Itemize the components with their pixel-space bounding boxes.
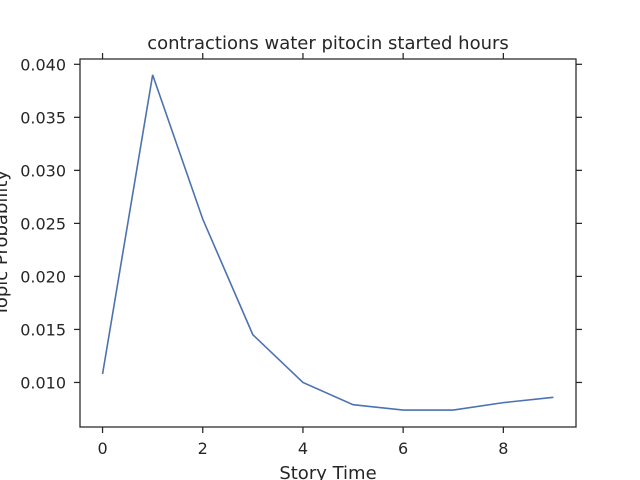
chart-title: contractions water pitocin started hours — [147, 33, 509, 54]
x-tick-label: 6 — [398, 439, 408, 458]
series-line — [101, 74, 554, 411]
plot-frame — [79, 58, 577, 428]
y-axis-ticks: 0.010 0.015 0.020 0.025 0.030 0.035 0.040 — [20, 55, 582, 392]
x-tick-label: 0 — [97, 439, 107, 458]
y-tick-label: 0.020 — [20, 267, 66, 286]
y-axis-title: Topic Probability — [0, 170, 12, 317]
y-tick-label: 0.010 — [20, 373, 66, 392]
y-tick-label: 0.030 — [20, 161, 66, 180]
y-tick-label: 0.040 — [20, 55, 66, 74]
x-axis-title: Story Time — [279, 463, 376, 480]
x-tick-label: 8 — [498, 439, 508, 458]
y-tick-label: 0.035 — [20, 108, 66, 127]
x-tick-label: 4 — [298, 439, 308, 458]
x-axis-ticks: 0 2 4 6 8 — [97, 53, 508, 458]
y-tick-label: 0.015 — [20, 320, 66, 339]
y-tick-label: 0.025 — [20, 214, 66, 233]
x-tick-label: 2 — [198, 439, 208, 458]
